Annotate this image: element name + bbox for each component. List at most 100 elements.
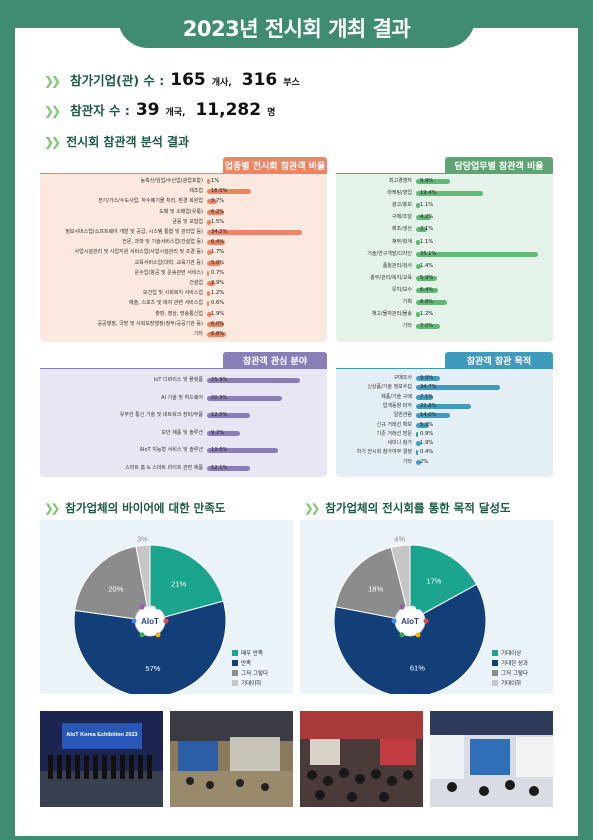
bar xyxy=(416,191,484,197)
bar-value-label: 1.4% xyxy=(420,262,434,269)
aiot-logo-icon: AIoT xyxy=(391,604,429,638)
bar-value-label: 0.9% xyxy=(420,430,434,437)
bar-category-label: 기타 xyxy=(193,331,203,337)
photo-opening-ceremony-image: AIoT Korea Exhibition 2023 xyxy=(40,711,163,807)
stat-visitor-countries-unit: 개국, xyxy=(165,108,186,118)
bar-category-label: 광고/홍보 xyxy=(391,202,412,209)
pie-slice xyxy=(135,544,151,622)
stat-exhibitors-booths-unit: 부스 xyxy=(283,78,300,88)
bar-category-label: 마케팅/영업 xyxy=(387,190,412,197)
bar-category-label: 금융 및 보험업 xyxy=(172,218,203,225)
bar xyxy=(416,394,434,400)
bar-category-label: 유지/보수 xyxy=(391,286,412,293)
bar-category-label: 업계동향 파악 xyxy=(382,402,412,409)
legend-label: 그저 그렇다 xyxy=(241,671,269,677)
pie-panel-satisfaction: 21% 57% 20% 3% AIoT 매우 만족 만족 그저 그렇다 기대이하 xyxy=(40,520,293,698)
bar-category-label: 총무/관리/복지/교육 xyxy=(370,274,412,281)
bar-value-label: 1.9% xyxy=(420,440,434,447)
stat-exhibitors-label: 참가기업(관) 수 : xyxy=(70,73,165,88)
legend-swatch xyxy=(232,660,238,666)
bar xyxy=(416,203,420,209)
bar-value-label: 4.2% xyxy=(420,214,434,221)
bar-category-label: 구매/조달 xyxy=(391,214,412,221)
bar-value-label: 6.0% xyxy=(211,320,225,327)
bar-value-label: 2.9% xyxy=(211,280,225,286)
bar xyxy=(207,311,213,317)
section-satisfaction-title: 참가업체의 바이어에 대한 만족도 xyxy=(65,501,226,515)
bar-category-label: 기술/연구개발/디자인 xyxy=(367,250,412,257)
bar xyxy=(416,376,440,381)
pie-slice xyxy=(409,544,478,622)
bar-value-label: 35.1% xyxy=(420,250,437,257)
bar-value-label: 16.0% xyxy=(211,188,228,195)
bar xyxy=(416,300,447,305)
photo-booths-image xyxy=(430,711,553,807)
bar-value-label: 2% xyxy=(420,458,429,465)
bar xyxy=(416,422,429,428)
bar-value-label: 19.8% xyxy=(211,447,228,453)
bar-value-label: 0.6% xyxy=(211,300,225,307)
stat-visitor-count: 11,282 xyxy=(195,100,262,120)
chevron-right-icon: ❯❯ xyxy=(44,74,61,88)
section-visitor-analysis: ❯❯ 전시회 참관객 분석 결과 xyxy=(44,133,189,150)
bar xyxy=(416,385,500,391)
bar-category-label: 제품/기술 구매 xyxy=(381,393,412,400)
stat-visitors: ❯❯ 참관자 수 : 39 개국, 11,282 명 xyxy=(44,100,279,120)
bar xyxy=(207,179,210,184)
bar-value-label: 1.7% xyxy=(211,249,225,256)
bar xyxy=(207,291,211,297)
bar-category-label: 구매조사 xyxy=(393,375,412,381)
bar-value-label: 34.2% xyxy=(211,229,228,235)
bar-category-label: 건설업 xyxy=(189,280,203,286)
bar xyxy=(416,441,421,447)
bar-value-label: 0.4% xyxy=(420,449,434,456)
bar-value-label: 5.2% xyxy=(420,421,434,428)
bar-value-label: 6.2% xyxy=(211,208,225,215)
chevron-right-icon: ❯❯ xyxy=(44,104,61,118)
pie-chart-satisfaction: 21% 57% 20% 3% AIoT xyxy=(73,534,227,698)
bar xyxy=(416,239,420,245)
bar xyxy=(416,251,538,257)
legend-swatch xyxy=(492,670,498,676)
legend-item: 만족 xyxy=(232,658,268,668)
bar-panel-rule-job xyxy=(336,173,553,174)
bar xyxy=(207,413,251,418)
photo-crowd-image xyxy=(300,711,423,807)
section-visitor-analysis-title: 전시회 참관객 분석 결과 xyxy=(66,135,190,149)
bar-value-label: 1% xyxy=(211,178,220,184)
bar-value-label: 9.9% xyxy=(420,178,434,184)
legend-item: 매우 만족 xyxy=(232,648,268,658)
photo-booths xyxy=(430,711,553,807)
bar xyxy=(416,324,441,330)
bar-category-label: 전기/가스/수도사업, 하수폐기물 처리, 환경 복원업 xyxy=(98,198,203,205)
bar-value-label: 6.8% xyxy=(211,331,225,337)
bar-value-label: 34.7% xyxy=(420,384,437,391)
page-title: 2023년 전시회 개최 결과 xyxy=(182,17,411,41)
bar-value-label: 14.0% xyxy=(420,412,437,419)
bar-value-label: 6.4% xyxy=(420,286,434,293)
pie-slice-label: 18% xyxy=(368,585,383,594)
bar-category-label: AI 기술 및 하드웨어 xyxy=(161,394,203,401)
bar xyxy=(207,250,212,256)
bar xyxy=(416,179,451,184)
legend-label: 매우 만족 xyxy=(241,651,263,657)
legend-swatch xyxy=(232,670,238,676)
bar xyxy=(207,230,302,235)
bar-panel-job xyxy=(336,174,553,342)
bar-category-label: 품질관리/검사 xyxy=(382,262,412,269)
bar-value-label: 12.0% xyxy=(211,412,228,418)
pie-slice-label: 61% xyxy=(410,664,425,673)
pie-legend-satisfaction: 매우 만족 만족 그저 그렇다 기대이하 xyxy=(232,648,268,688)
chevron-right-icon: ❯❯ xyxy=(44,135,61,149)
photo-banner-title: AIoT Korea Exhibition 2023 xyxy=(66,732,137,738)
chevron-right-icon: ❯❯ xyxy=(304,501,320,515)
bar xyxy=(207,301,209,307)
bar xyxy=(207,448,279,453)
bar-category-label: 보안 제품 및 솔루션 xyxy=(161,429,203,436)
page-title-bar: 2023년 전시회 개최 결과 xyxy=(118,8,475,48)
aiot-logo-text: AIoT xyxy=(141,617,159,626)
bar-panel-title-purpose: 참관객 참관 목적 xyxy=(445,352,553,369)
legend-label: 만족 xyxy=(241,661,252,667)
bar-panel-rule-purpose xyxy=(336,368,553,369)
stat-exhibitors-companies: 165 xyxy=(170,70,206,90)
